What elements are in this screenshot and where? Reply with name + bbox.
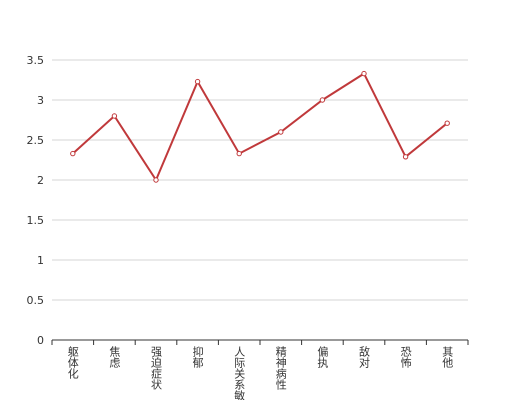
y-tick-label: 2 [37, 174, 44, 187]
y-tick-label: 0 [37, 334, 44, 347]
x-tick-label: 精神病性 [274, 346, 287, 391]
data-point [444, 120, 450, 126]
data-point [236, 150, 242, 157]
x-tick-label: 焦虑 [108, 346, 121, 368]
y-tick-label: 0.5 [27, 294, 45, 307]
data-point [194, 78, 201, 85]
y-tick-label: 3.5 [27, 54, 45, 67]
data-point [402, 154, 409, 160]
y-tick-label: 3 [37, 94, 44, 107]
x-tick-label: 恐怖 [399, 346, 412, 368]
x-tick-label: 敌对 [358, 345, 371, 368]
y-tick-label: 1.5 [27, 214, 45, 227]
data-point [278, 129, 284, 135]
x-tick-label: 躯体化 [66, 346, 79, 380]
data-point [153, 177, 159, 183]
x-tick-label: 人际关系敏感 [233, 346, 246, 400]
data-point [111, 113, 118, 119]
x-tick-label: 抑郁 [191, 345, 204, 368]
y-tick-label: 2.5 [27, 134, 45, 147]
x-tick-label: 其他 [441, 346, 454, 368]
data-point [361, 70, 367, 77]
y-tick-label: 1 [37, 254, 44, 267]
x-tick-label: 偏执 [316, 345, 329, 369]
line-series [72, 72, 448, 183]
x-tick-label: 强迫症状 [150, 346, 163, 390]
data-point [70, 150, 76, 157]
data-point [319, 97, 326, 103]
